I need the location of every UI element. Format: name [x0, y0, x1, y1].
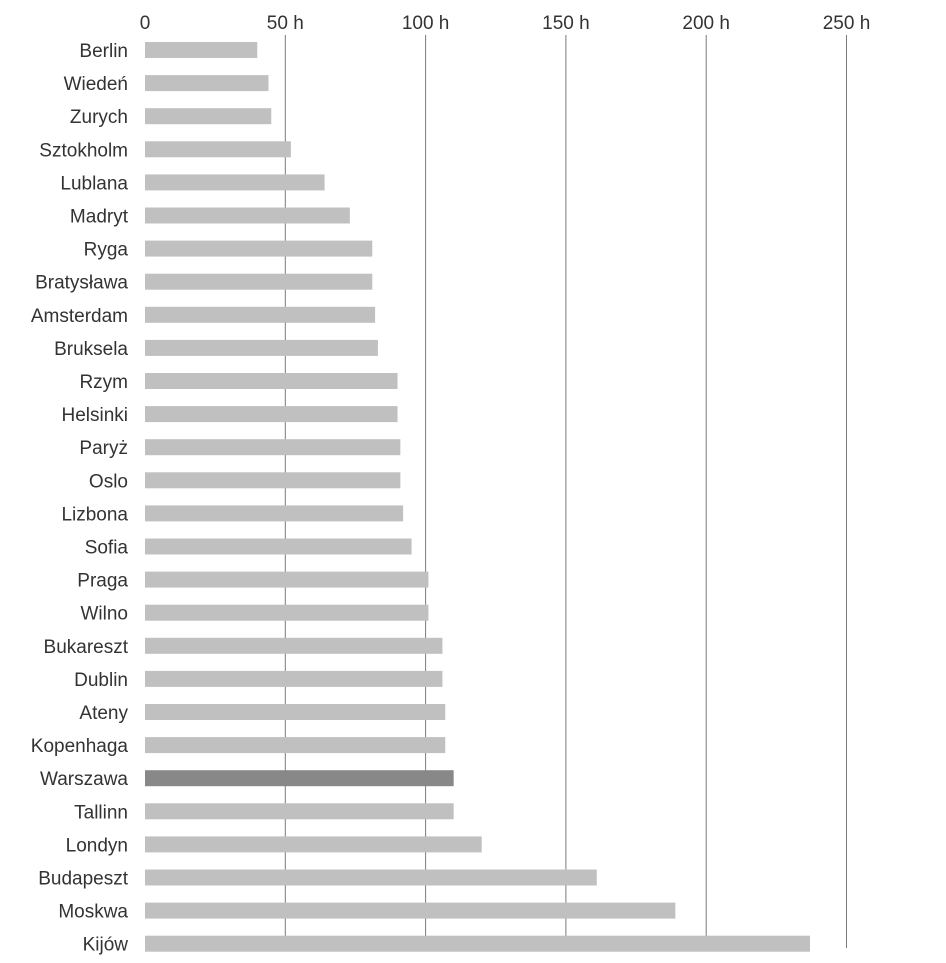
category-label: Ateny	[79, 703, 128, 724]
x-tick-label: 150 h	[542, 13, 590, 34]
category-label: Dublin	[74, 670, 128, 691]
bar	[145, 306, 376, 323]
bar	[145, 670, 443, 687]
category-label: Sofia	[85, 538, 129, 559]
category-label: Budapeszt	[38, 869, 129, 890]
category-label: Warszawa	[40, 769, 128, 790]
category-label: Tallinn	[74, 802, 128, 823]
x-axis-ticks: 0 50 h 100 h 150 h 200 h 250 h	[140, 13, 871, 34]
bar-highlighted	[145, 770, 454, 787]
category-label: Wilno	[80, 604, 128, 625]
bar	[145, 538, 412, 555]
bar	[145, 935, 811, 952]
bar	[145, 571, 429, 588]
bar	[145, 869, 597, 886]
bar	[145, 339, 378, 356]
bar	[145, 604, 429, 621]
category-label: Sztokholm	[39, 140, 128, 161]
category-label: Moskwa	[58, 902, 128, 923]
bars	[145, 42, 811, 952]
bar	[145, 704, 446, 720]
category-label: Lublana	[60, 173, 128, 194]
category-label: Amsterdam	[31, 306, 128, 327]
category-label: Lizbona	[61, 504, 128, 525]
bar	[145, 836, 482, 853]
bar	[145, 803, 454, 820]
bar	[145, 637, 443, 654]
x-tick-label: 100 h	[402, 13, 450, 34]
bar	[145, 141, 291, 158]
bar	[145, 207, 350, 224]
category-label: Londyn	[66, 835, 128, 856]
bar	[145, 42, 258, 58]
bar	[145, 439, 401, 456]
x-tick-label: 50 h	[267, 13, 304, 34]
bar	[145, 174, 325, 191]
category-label: Kopenhaga	[31, 736, 129, 757]
category-label: Praga	[77, 571, 128, 592]
bar	[145, 373, 398, 389]
category-label: Ryga	[84, 240, 129, 261]
x-tick-label: 0	[140, 13, 151, 34]
bar	[145, 75, 269, 92]
x-tick-label: 200 h	[682, 13, 730, 34]
bar	[145, 108, 272, 125]
category-label: Bruksela	[54, 339, 128, 360]
bar	[145, 273, 373, 290]
bar	[145, 240, 373, 257]
grid-lines	[284, 35, 847, 948]
category-label: Berlin	[79, 41, 128, 62]
category-label: Rzym	[79, 372, 128, 393]
category-label: Zurych	[70, 107, 128, 128]
x-tick-label: 250 h	[823, 13, 871, 34]
bar	[145, 737, 446, 754]
category-label: Bukareszt	[44, 637, 129, 658]
category-label: Madryt	[70, 207, 129, 228]
bar	[145, 902, 676, 919]
category-label: Oslo	[89, 471, 128, 492]
category-label: Helsinki	[61, 405, 128, 426]
bar	[145, 472, 401, 489]
category-label: Kijów	[83, 935, 129, 956]
category-label: Bratysława	[35, 273, 128, 294]
category-labels: Berlin Wiedeń Zurych Sztokholm Lublana Madryt…	[31, 41, 129, 956]
category-label: Paryż	[79, 438, 128, 459]
bar	[145, 505, 404, 522]
category-label: Wiedeń	[64, 74, 128, 95]
bar	[145, 406, 398, 423]
